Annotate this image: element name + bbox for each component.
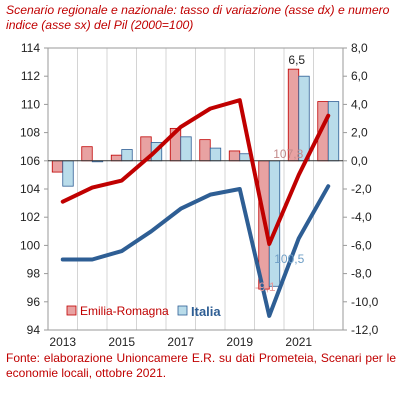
x-axis-tick-label: 2021 xyxy=(285,335,312,349)
x-axis-tick-label: 2017 xyxy=(167,335,194,349)
bar-emilia-romagna xyxy=(228,150,241,162)
legend-swatch-italia xyxy=(177,305,188,316)
bar-emilia-romagna xyxy=(199,139,211,162)
left-axis-tick-label: 106 xyxy=(20,154,40,168)
bar-emilia-romagna xyxy=(110,154,123,162)
left-axis-tick-label: 110 xyxy=(21,97,40,111)
legend-label-emilia-romagna: Emilia-Romagna xyxy=(80,304,169,318)
right-axis-tick-label: 6,0 xyxy=(351,69,368,83)
right-axis-tick-label: -12,0 xyxy=(351,323,379,337)
legend-swatch-emilia-romagna xyxy=(66,305,77,316)
data-label-it-index: 100,5 xyxy=(274,252,304,266)
right-axis-tick-label: -6,0 xyxy=(351,238,372,252)
left-axis-tick-label: 96 xyxy=(27,295,41,309)
left-axis-tick-label: 114 xyxy=(21,41,40,55)
x-axis-tick-label: 2019 xyxy=(226,335,253,349)
chart-title: Scenario regionale e nazionale: tasso di… xyxy=(6,3,390,32)
right-axis-tick-label: -8,0 xyxy=(351,267,372,281)
bar-emilia-romagna xyxy=(81,146,93,162)
left-axis-tick-label: 104 xyxy=(20,182,40,196)
right-axis-tick-label: 8,0 xyxy=(351,41,368,55)
left-axis-tick-label: 108 xyxy=(20,126,40,140)
left-axis-tick-label: 98 xyxy=(27,267,41,281)
right-axis-tick-label: -10,0 xyxy=(351,295,379,309)
source-note: Fonte: elaborazione Unioncamere E.R. su … xyxy=(6,351,396,380)
bar-italia xyxy=(239,153,251,162)
line-emilia-romagna xyxy=(60,98,331,246)
left-axis-tick-label: 94 xyxy=(27,323,41,337)
right-axis-tick-label: 0,0 xyxy=(351,154,368,168)
data-label-er-2021: 6,5 xyxy=(288,53,305,67)
line-italia xyxy=(60,184,331,318)
bar-italia xyxy=(180,136,192,162)
left-axis-tick-label: 102 xyxy=(20,210,40,224)
legend-label-italia: Italia xyxy=(191,304,221,319)
left-axis-tick-label: 112 xyxy=(21,69,40,83)
right-axis-tick-label: 4,0 xyxy=(351,97,368,111)
bar-emilia-romagna xyxy=(51,160,64,173)
bar-italia xyxy=(62,160,74,187)
bar-italia xyxy=(121,149,133,162)
bar-italia xyxy=(327,101,340,162)
data-label-er-index: 107,8 xyxy=(273,147,303,161)
right-axis-tick-label: -2,0 xyxy=(351,182,372,196)
right-axis-tick-label: 2,0 xyxy=(351,126,368,140)
data-label-er-2020: -9,1 xyxy=(255,280,276,294)
left-axis-tick-label: 100 xyxy=(20,238,40,252)
bar-italia xyxy=(209,147,222,162)
right-axis-tick-label: -4,0 xyxy=(351,210,372,224)
x-axis-tick-label: 2013 xyxy=(49,335,76,349)
x-axis-tick-label: 2015 xyxy=(108,335,135,349)
